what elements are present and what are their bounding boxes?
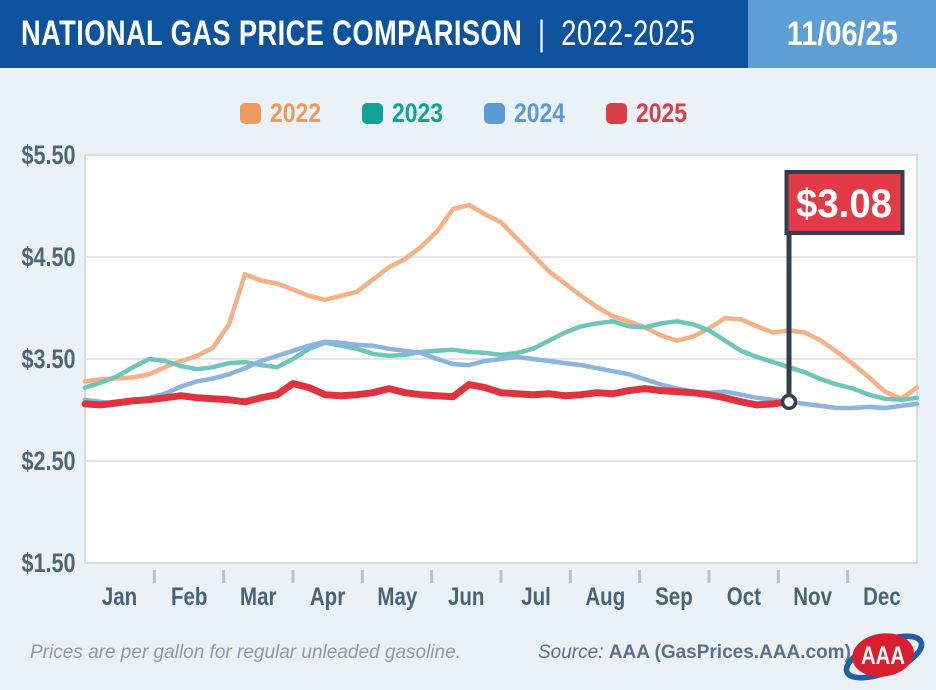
x-axis-label-mar: Mar [240, 583, 277, 611]
y-axis-label: $3.50 [21, 344, 76, 374]
legend-item-2022: 2022 [239, 98, 330, 129]
aaa-logo-text: AAA [861, 642, 905, 670]
x-axis-label-oct: Oct [726, 583, 761, 611]
legend-item-2024: 2024 [484, 98, 574, 129]
y-axis-label: $2.50 [21, 446, 76, 476]
legend-label: 2025 [636, 98, 688, 128]
source-credit: Source: AAA (GasPrices.AAA.com) [538, 642, 851, 664]
legend-swatch-icon [239, 103, 261, 124]
title-separator: | [538, 14, 546, 53]
aaa-logo-oval [852, 633, 914, 677]
page-title: NATIONAL GAS PRICE COMPARISON | 2022-202… [21, 0, 886, 68]
header-bar: NATIONAL GAS PRICE COMPARISON | 2022-202… [0, 0, 936, 68]
footnote: Prices are per gallon for regular unlead… [30, 642, 461, 663]
chart-legend: 2022 2023 2024 2025 [0, 98, 936, 129]
legend-label: 2022 [269, 98, 321, 128]
legend-swatch-icon [361, 103, 383, 124]
x-axis-label-sep: Sep [655, 583, 694, 611]
flag-price-label: $3.08 [796, 182, 892, 226]
legend-label: 2023 [391, 98, 443, 128]
date-box: 11/06/25 [748, 0, 936, 68]
y-axis-label: $4.50 [21, 242, 76, 272]
aaa-logo: AAA [843, 633, 925, 681]
source-prefix: Source: [538, 642, 604, 663]
x-axis-label-aug: Aug [585, 583, 625, 611]
series-line-2022 [82, 202, 920, 402]
legend-label: 2024 [514, 98, 566, 128]
x-axis-label-jan: Jan [101, 583, 138, 611]
x-axis-label-may: May [377, 583, 417, 611]
series-line-2023 [82, 319, 920, 403]
title-period: 2022-2025 [561, 14, 696, 53]
y-axis-label: $5.50 [21, 140, 76, 170]
current-price-marker [780, 393, 798, 411]
legend-item-2023: 2023 [361, 98, 452, 129]
title-main: NATIONAL GAS PRICE COMPARISON [21, 14, 523, 53]
x-axis-label-jul: Jul [520, 583, 551, 611]
x-axis-label-feb: Feb [170, 583, 208, 611]
legend-swatch-icon [606, 103, 628, 124]
x-axis-label-dec: Dec [863, 583, 902, 611]
legend-swatch-icon [484, 103, 505, 124]
x-axis-label-nov: Nov [793, 583, 833, 611]
x-axis-label-apr: Apr [310, 583, 346, 611]
price-flag [784, 170, 905, 235]
series-line-2025 [81, 380, 793, 409]
report-date: 11/06/25 [786, 14, 898, 53]
source-text: AAA (GasPrices.AAA.com) [608, 642, 851, 663]
legend-item-2025: 2025 [606, 98, 696, 129]
x-axis-label-jun: Jun [448, 583, 485, 611]
y-axis-label: $1.50 [21, 548, 76, 578]
